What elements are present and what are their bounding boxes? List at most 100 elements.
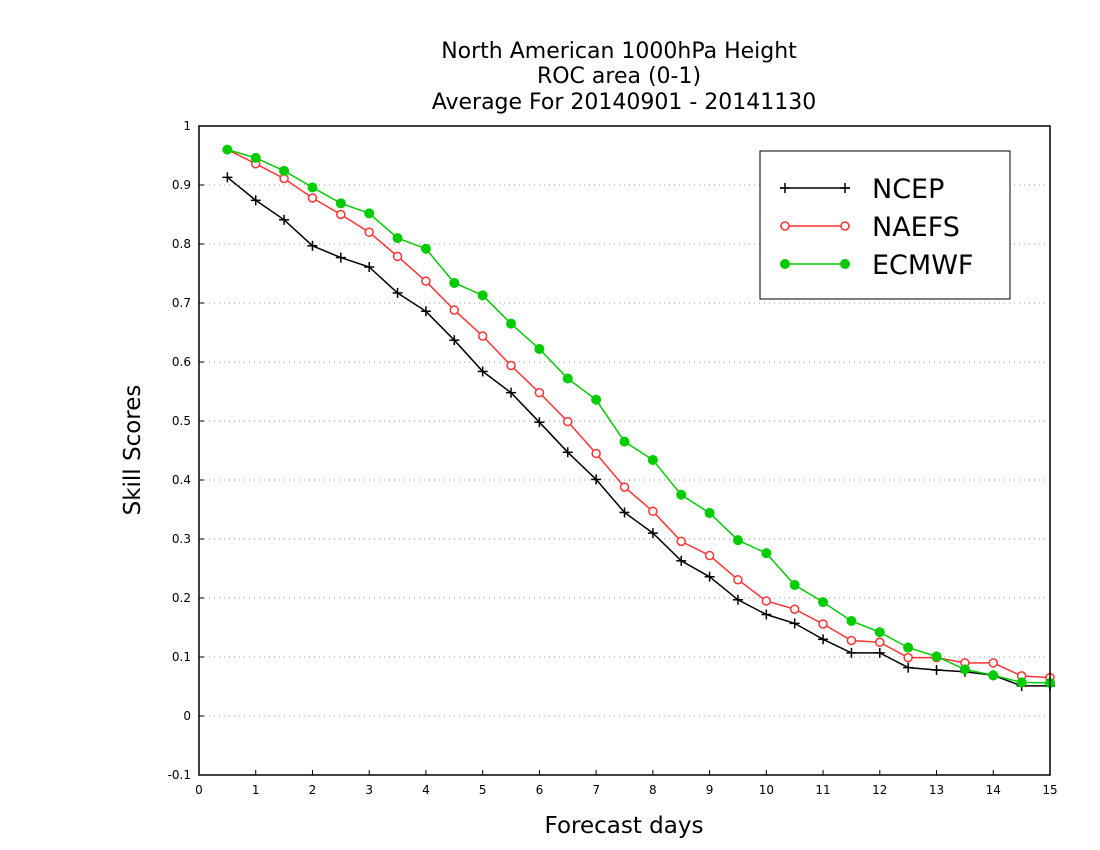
data-point-marker	[421, 276, 431, 286]
data-point-marker	[840, 221, 850, 231]
data-point-marker	[336, 209, 346, 220]
legend-label: NAEFS	[872, 212, 960, 243]
legend-label: ECMWF	[872, 250, 973, 281]
data-point-marker	[931, 664, 942, 675]
data-point-marker	[676, 489, 687, 500]
data-point-marker	[250, 152, 261, 163]
x-tick-label: 2	[309, 783, 317, 797]
data-point-marker	[874, 627, 885, 638]
chart-title-line-2: ROC area (0-1)	[537, 64, 701, 89]
legend-entry-ecmwf: ECMWF	[780, 250, 973, 281]
data-point-marker	[591, 394, 602, 405]
data-point-marker	[903, 642, 914, 653]
data-point-marker	[477, 290, 488, 301]
data-point-marker	[335, 252, 346, 263]
plot-area-frame	[198, 125, 1051, 776]
data-point-marker	[619, 507, 630, 518]
data-series	[222, 144, 1055, 691]
series-ecmwf	[222, 144, 1055, 688]
data-point-marker	[364, 208, 375, 219]
y-tick-label: 0.5	[172, 414, 191, 428]
x-tick-label: 11	[815, 783, 830, 797]
data-point-marker	[250, 195, 261, 206]
y-tick-label: 0.8	[172, 237, 191, 251]
data-point-marker	[733, 574, 743, 585]
data-point-marker	[648, 506, 658, 517]
chart-title-line-3: Average For 20140901 - 20141130	[432, 90, 817, 115]
data-point-marker	[780, 183, 790, 193]
chart-title-line-1: North American 1000hPa Height	[441, 39, 797, 64]
y-tick-label: 0.7	[172, 296, 191, 310]
data-point-marker	[959, 664, 970, 675]
x-tick-label: 12	[872, 783, 887, 797]
x-tick-label: 3	[365, 783, 373, 797]
x-tick-label: 14	[986, 783, 1001, 797]
data-point-marker	[335, 198, 346, 209]
data-point-marker	[988, 670, 999, 681]
data-point-marker	[449, 277, 460, 288]
data-point-marker	[279, 214, 290, 225]
data-point-marker	[846, 616, 857, 627]
data-point-marker	[676, 536, 686, 547]
legend-label: NCEP	[872, 174, 944, 205]
data-point-marker	[903, 652, 913, 663]
data-point-marker	[818, 619, 828, 629]
data-point-marker	[420, 306, 431, 317]
data-point-marker	[931, 651, 942, 662]
y-tick-label: 0.6	[172, 355, 191, 369]
series-line	[227, 148, 1051, 679]
data-point-marker	[534, 417, 545, 428]
x-axis-label: Forecast days	[545, 813, 704, 839]
data-point-marker	[392, 287, 403, 298]
series-naefs	[222, 144, 1055, 683]
data-point-marker	[875, 637, 885, 647]
data-point-marker	[704, 508, 715, 519]
x-tick-label: 5	[479, 783, 487, 797]
data-point-marker	[780, 259, 790, 269]
data-point-marker	[562, 447, 573, 458]
data-point-marker	[591, 448, 601, 459]
data-point-marker	[506, 360, 516, 371]
data-point-marker	[506, 318, 517, 329]
data-point-marker	[506, 387, 517, 398]
data-point-marker	[818, 634, 829, 645]
data-point-marker	[761, 596, 772, 606]
x-tick-label: 1	[252, 783, 260, 797]
data-point-marker	[534, 344, 545, 355]
y-tick-label: 0.4	[172, 473, 191, 487]
legend-entry-ncep: NCEP	[780, 174, 944, 205]
data-point-marker	[591, 474, 602, 485]
data-point-marker	[364, 227, 374, 237]
data-point-marker	[307, 240, 318, 251]
data-point-marker	[988, 658, 999, 668]
data-point-marker	[1016, 677, 1027, 688]
data-point-marker	[534, 387, 545, 398]
y-tick-label: 0.3	[172, 532, 191, 546]
x-tick-label: 6	[536, 783, 544, 797]
data-point-marker	[619, 482, 630, 492]
y-tick-label: -0.1	[168, 768, 191, 782]
data-point-marker	[449, 335, 460, 346]
data-point-marker	[619, 436, 630, 447]
legend-box	[759, 150, 1011, 300]
data-point-marker	[704, 571, 715, 582]
grid-lines	[199, 184, 1050, 717]
data-point-marker	[307, 182, 318, 193]
data-point-marker	[903, 662, 914, 673]
data-point-marker	[818, 597, 829, 608]
data-point-marker	[789, 580, 800, 591]
data-point-marker	[789, 618, 800, 629]
data-point-marker	[647, 454, 658, 465]
x-tick-label: 15	[1042, 783, 1057, 797]
data-point-marker	[732, 594, 743, 605]
data-point-marker	[477, 366, 488, 377]
data-point-marker	[563, 416, 573, 427]
data-point-marker	[307, 193, 318, 203]
data-point-marker	[846, 647, 857, 658]
data-point-marker	[840, 183, 850, 193]
x-tick-label: 7	[592, 783, 600, 797]
y-tick-label: 1	[183, 119, 191, 133]
x-tick-label: 13	[929, 783, 944, 797]
data-point-marker	[846, 635, 857, 646]
